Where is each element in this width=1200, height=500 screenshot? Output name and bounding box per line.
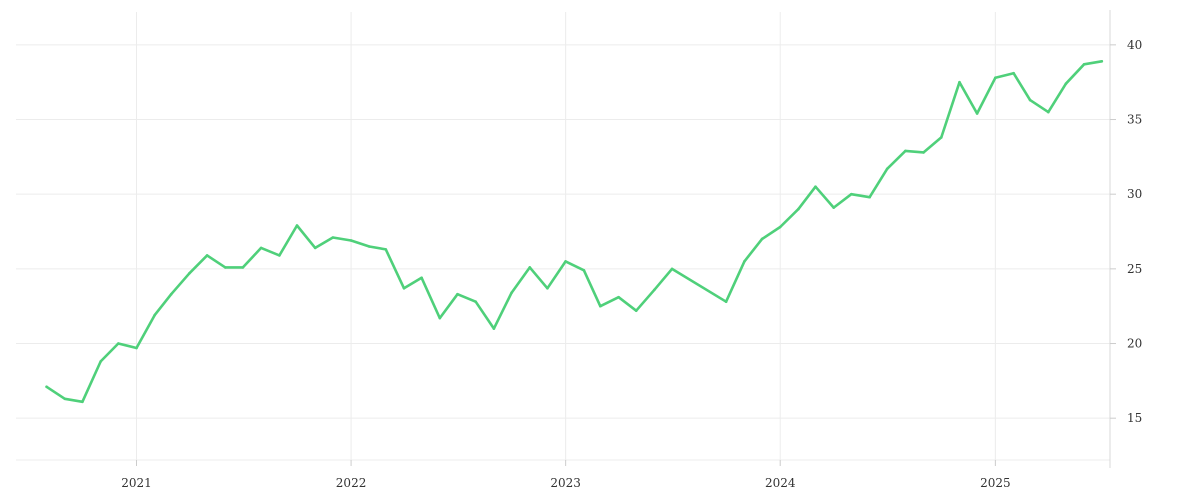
series-line bbox=[45, 59, 1104, 404]
data-point bbox=[492, 327, 496, 330]
data-point bbox=[868, 195, 871, 199]
x-tick-label: 2022 bbox=[336, 476, 367, 490]
data-point bbox=[1082, 63, 1086, 66]
data-point bbox=[670, 267, 674, 271]
data-point bbox=[224, 266, 227, 269]
data-point bbox=[241, 266, 245, 269]
data-point bbox=[814, 185, 817, 188]
data-point bbox=[474, 300, 478, 304]
series-layer bbox=[45, 59, 1104, 404]
data-point bbox=[510, 291, 513, 295]
gridlines bbox=[16, 12, 1110, 461]
x-axis-tick-labels: 2021 2022 2023 2024 2025 bbox=[121, 460, 1011, 490]
y-tick-label: 25 bbox=[1127, 262, 1142, 276]
data-point bbox=[1047, 110, 1050, 114]
data-point bbox=[634, 309, 638, 313]
y-tick-label: 40 bbox=[1127, 38, 1142, 52]
data-point bbox=[850, 192, 853, 196]
data-point bbox=[778, 225, 782, 229]
data-point bbox=[420, 276, 423, 280]
data-point bbox=[278, 254, 281, 257]
data-point bbox=[724, 300, 728, 304]
data-point bbox=[99, 360, 102, 363]
data-point bbox=[617, 295, 620, 299]
y-axis-tick-labels: 15 20 25 30 35 40 bbox=[1110, 38, 1142, 425]
data-point bbox=[940, 136, 943, 139]
y-tick-label: 20 bbox=[1127, 337, 1142, 351]
data-point bbox=[295, 224, 299, 227]
data-point bbox=[63, 397, 67, 401]
x-tick-label: 2023 bbox=[550, 476, 581, 490]
data-point bbox=[994, 76, 997, 79]
data-point bbox=[45, 385, 48, 389]
data-point bbox=[958, 80, 961, 84]
data-point bbox=[1012, 71, 1015, 75]
data-point bbox=[117, 342, 120, 345]
data-point bbox=[205, 254, 209, 257]
data-point bbox=[922, 151, 925, 154]
data-point bbox=[349, 239, 353, 242]
data-point bbox=[760, 237, 764, 241]
data-point bbox=[885, 167, 889, 171]
data-point bbox=[582, 269, 586, 272]
data-point bbox=[313, 246, 317, 250]
data-point bbox=[402, 287, 406, 290]
data-point bbox=[188, 272, 191, 275]
data-point bbox=[331, 236, 335, 239]
data-point bbox=[135, 346, 138, 350]
data-point bbox=[743, 260, 746, 263]
data-point bbox=[653, 288, 656, 292]
data-point bbox=[368, 245, 371, 248]
data-point bbox=[259, 246, 263, 250]
y-tick-label: 15 bbox=[1127, 411, 1142, 425]
data-point bbox=[81, 400, 84, 404]
data-point bbox=[599, 304, 602, 308]
x-tick-label: 2021 bbox=[121, 476, 152, 490]
y-tick-label: 35 bbox=[1127, 113, 1142, 127]
data-point bbox=[832, 206, 835, 209]
data-point bbox=[384, 248, 388, 251]
data-point bbox=[564, 260, 567, 263]
data-point bbox=[546, 287, 549, 290]
data-point bbox=[975, 112, 979, 115]
y-tick-label: 30 bbox=[1127, 187, 1142, 201]
data-point bbox=[528, 266, 532, 269]
data-point bbox=[797, 207, 800, 211]
data-point bbox=[438, 316, 442, 320]
data-point bbox=[169, 292, 173, 296]
data-point bbox=[1028, 98, 1032, 102]
data-point bbox=[1064, 82, 1068, 85]
data-point bbox=[153, 313, 156, 317]
data-point bbox=[1100, 60, 1104, 63]
data-point bbox=[456, 292, 459, 296]
x-tick-label: 2025 bbox=[980, 476, 1011, 490]
x-tick-label: 2024 bbox=[765, 476, 796, 490]
data-point bbox=[904, 149, 907, 153]
